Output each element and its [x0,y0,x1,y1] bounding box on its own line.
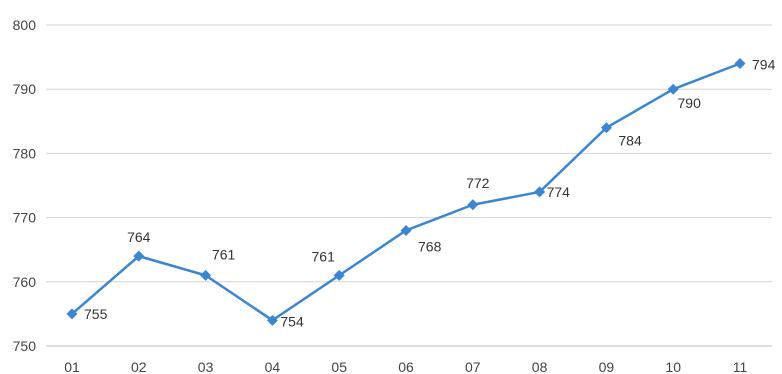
data-label-07: 772 [466,175,490,191]
data-point-07 [467,199,479,211]
data-label-08: 774 [547,184,571,200]
y-tick-label-800: 800 [13,17,37,33]
x-tick-label-09: 09 [599,359,615,374]
data-label-05: 761 [312,248,336,264]
x-tick-label-03: 03 [198,359,214,374]
series-group [66,58,746,326]
y-tick-label-760: 760 [13,274,37,290]
y-tick-label-780: 780 [13,145,37,161]
gridlines [46,24,772,347]
data-point-03 [200,269,212,281]
data-label-06: 768 [418,238,442,254]
x-tick-label-02: 02 [131,359,147,374]
x-tick-label-04: 04 [265,359,281,374]
x-tick-label-05: 05 [331,359,347,374]
x-tick-label-10: 10 [665,359,681,374]
x-tick-label-11: 11 [733,359,748,374]
x-tick-label-07: 07 [465,359,481,374]
data-point-02 [133,250,145,262]
y-tick-label-750: 750 [13,338,37,354]
y-tick-label-770: 770 [13,210,37,226]
x-tick-label-06: 06 [398,359,414,374]
data-point-08 [534,186,546,198]
data-label-02: 764 [127,229,151,245]
x-axis-tick-labels: 01 02 03 04 05 06 07 08 09 10 11 [64,359,747,374]
data-label-09: 784 [618,133,642,149]
data-labels: 755 764 761 754 761 768 772 774 784 790 794 [84,57,776,330]
data-point-10 [667,83,679,95]
x-tick-label-01: 01 [64,359,80,374]
data-label-04: 754 [280,313,304,329]
y-axis-tick-labels: 750 760 770 780 790 800 [13,17,37,354]
data-point-11 [734,58,746,70]
data-point-06 [400,224,412,236]
y-tick-label-790: 790 [13,81,37,97]
data-label-03: 761 [212,246,236,262]
data-label-11: 794 [752,57,776,73]
data-point-05 [333,269,345,281]
data-label-10: 790 [678,95,702,111]
data-point-04 [266,314,278,326]
x-tick-label-08: 08 [532,359,548,374]
data-point-09 [600,122,612,134]
data-label-01: 755 [84,306,108,322]
data-point-01 [66,308,78,320]
